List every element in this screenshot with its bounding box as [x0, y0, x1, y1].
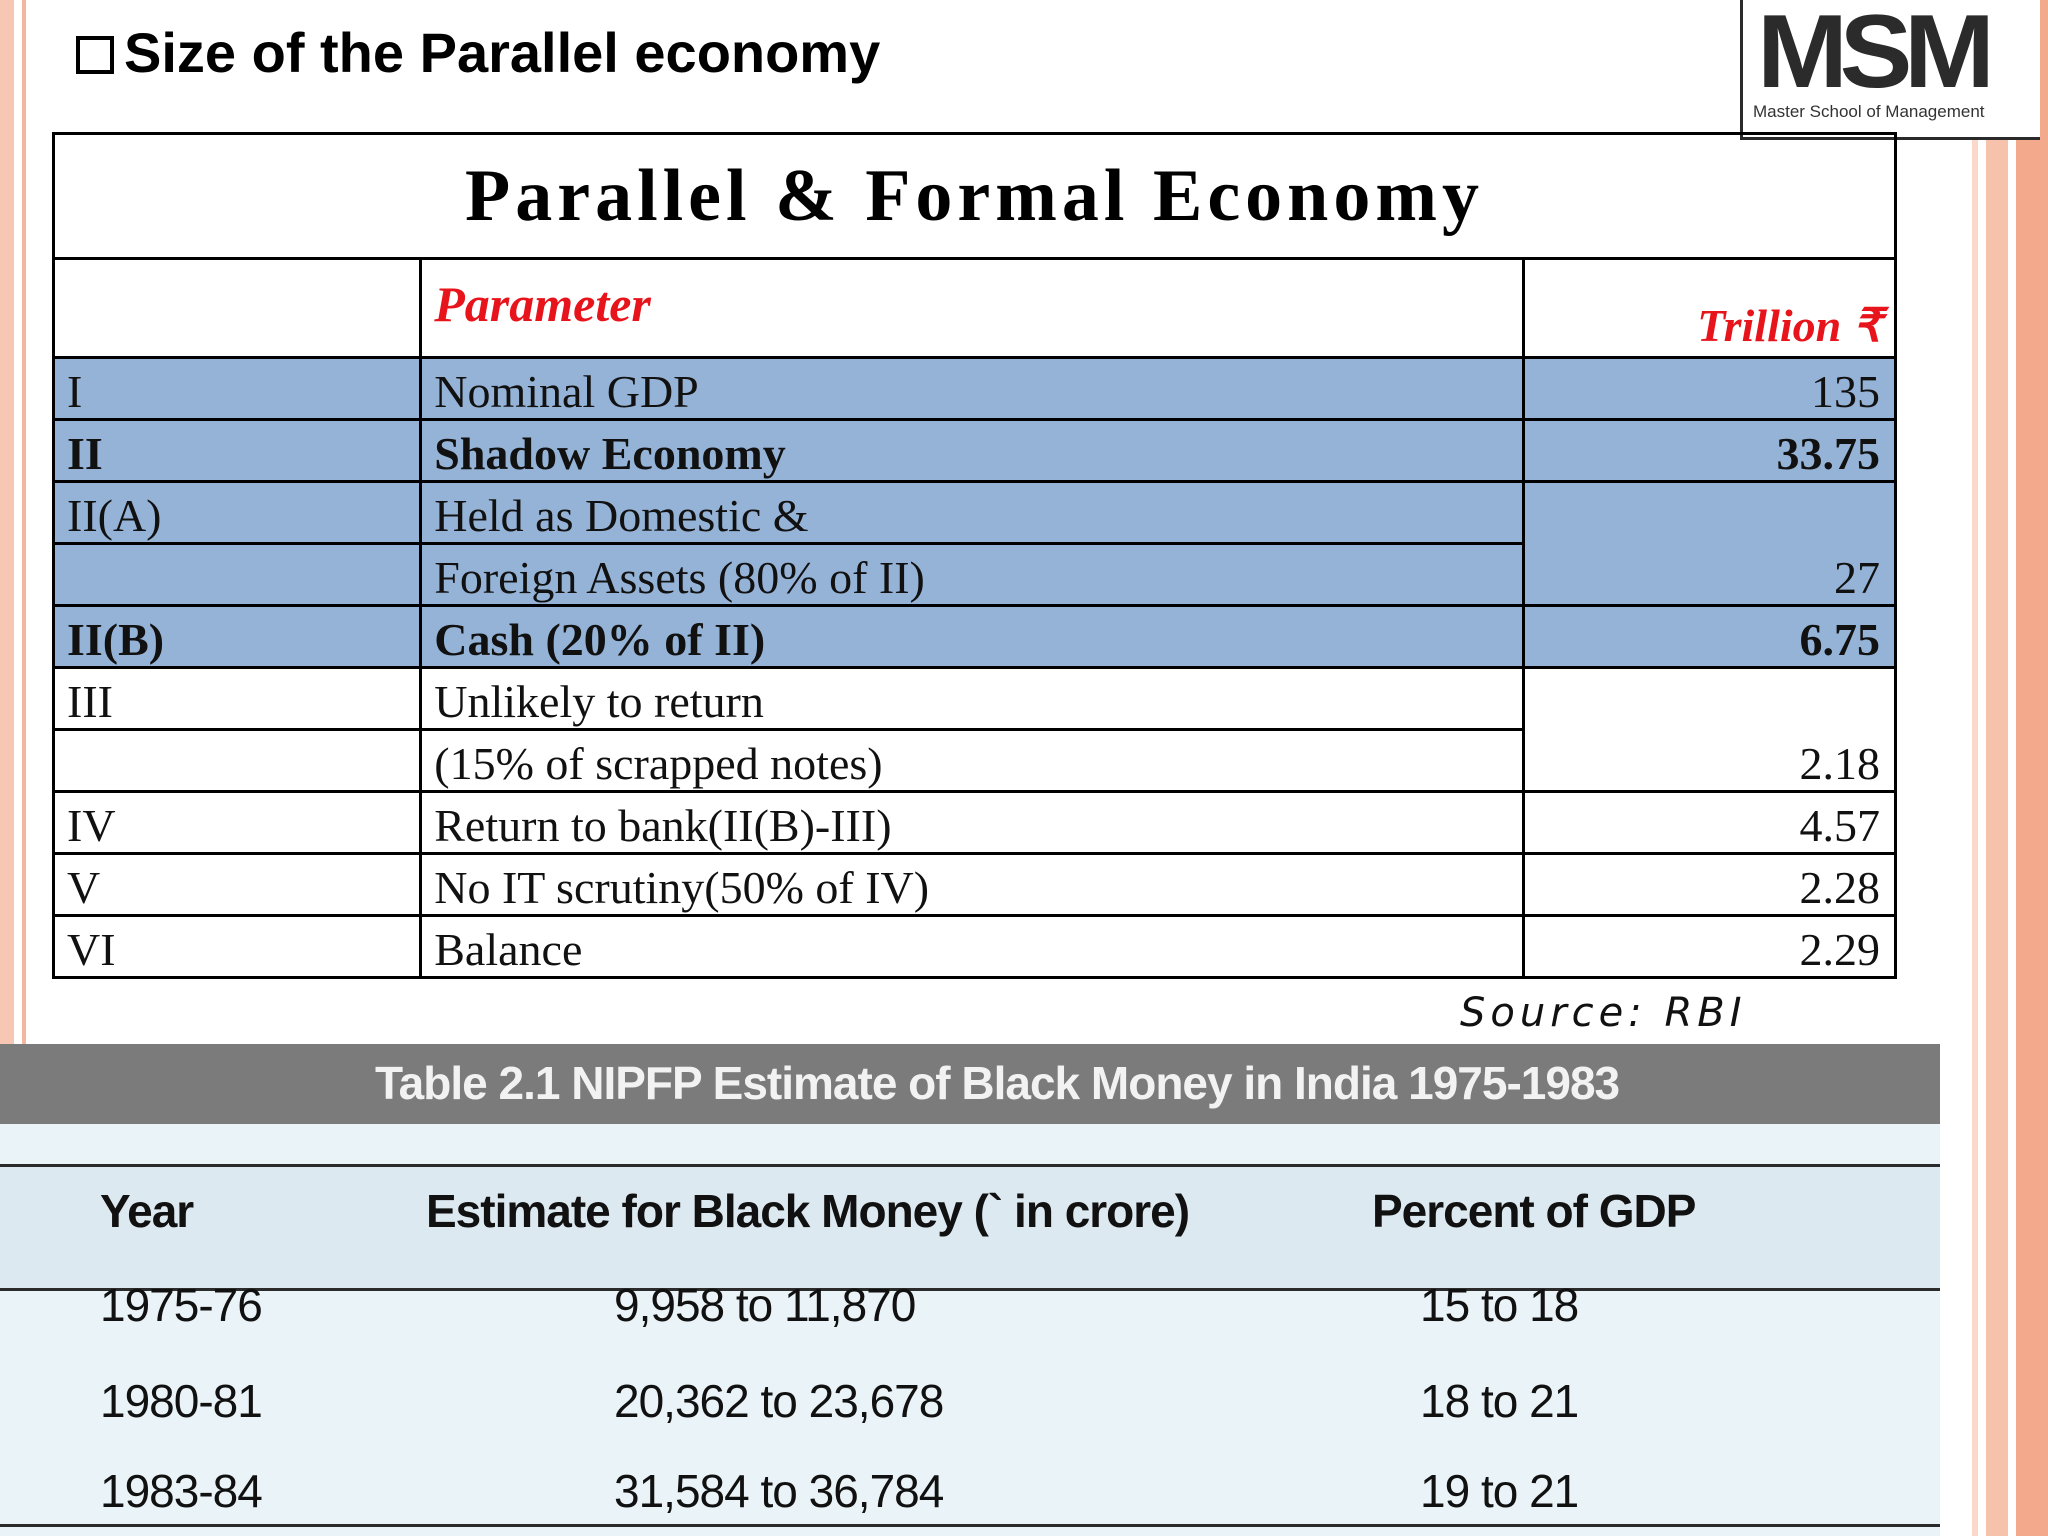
slide-title: Size of the Parallel economy	[76, 20, 880, 85]
row-estimate: 31,584 to 36,784	[614, 1465, 944, 1517]
logo-subtitle: Master School of Management	[1753, 102, 1985, 121]
table-row: VI Balance 2.29	[51, 914, 1897, 979]
row-value-empty	[1522, 480, 1897, 544]
right-decorative-stripe-light	[1972, 0, 1978, 1536]
row-value: 2.28	[1522, 852, 1897, 917]
row-parameter: Unlikely to return	[419, 666, 1526, 731]
right-decorative-stripe-dark	[2016, 0, 2048, 1536]
row-parameter: Return to bank(II(B)-III)	[419, 790, 1526, 855]
table-row-continued: (15% of scrapped notes) 2.18	[51, 728, 1897, 793]
row-value: 2.18	[1522, 729, 1897, 793]
row-value: 4.57	[1522, 790, 1897, 855]
row-value: 33.75	[1522, 418, 1897, 483]
table-row: III Unlikely to return	[51, 666, 1897, 731]
table-row: IV Return to bank(II(B)-III) 4.57	[51, 790, 1897, 855]
table-title: Table 2.1 NIPFP Estimate of Black Money …	[375, 1057, 1620, 1109]
row-percent: 19 to 21	[1420, 1465, 1579, 1517]
source-note: Source: RBI	[1460, 990, 1747, 1036]
row-estimate: 20,362 to 23,678	[614, 1375, 944, 1427]
left-decorative-stripe	[0, 0, 14, 1050]
row-id: II(A)	[51, 480, 423, 545]
row-parameter-continued: Foreign Assets (80% of II)	[419, 542, 1526, 607]
table-title-bar: Table 2.1 NIPFP Estimate of Black Money …	[0, 1044, 1940, 1124]
nipfp-black-money-table: Table 2.1 NIPFP Estimate of Black Money …	[0, 1044, 1940, 1536]
parallel-formal-economy-table: Parallel & Formal Economy Parameter Tril…	[51, 132, 1897, 982]
divider	[0, 1288, 1940, 1291]
unit-header: Trillion ₹	[1522, 257, 1897, 359]
row-year: 1980-81	[100, 1375, 263, 1427]
percent-header: Percent of GDP	[1372, 1185, 1696, 1237]
table-row-continued: Foreign Assets (80% of II) 27	[51, 542, 1897, 607]
table-row: II(B) Cash (20% of II) 6.75	[51, 604, 1897, 669]
row-id: II(B)	[51, 604, 423, 669]
row-parameter: Balance	[419, 914, 1526, 979]
divider	[0, 1164, 1940, 1167]
row-id: IV	[51, 790, 423, 855]
row-value-empty	[1522, 666, 1897, 730]
row-percent: 18 to 21	[1420, 1375, 1579, 1427]
row-id: III	[51, 666, 423, 731]
row-parameter: Held as Domestic &	[419, 480, 1526, 545]
row-id: II	[51, 418, 423, 483]
divider	[0, 1524, 1940, 1527]
logo-mark: MSM	[1757, 0, 1995, 110]
row-id-empty	[51, 728, 423, 793]
parameter-header: Parameter	[419, 257, 1526, 359]
checkbox-bullet-icon	[76, 35, 114, 74]
msm-logo: MSM Master School of Management	[1740, 0, 2040, 140]
row-parameter: Shadow Economy	[419, 418, 1526, 483]
table-row: II(A) Held as Domestic &	[51, 480, 1897, 545]
right-decorative-stripe	[1986, 0, 2008, 1536]
table-row: I Nominal GDP 135	[51, 356, 1897, 421]
row-id-empty	[51, 542, 423, 607]
header-empty-cell	[51, 257, 423, 359]
row-percent: 15 to 18	[1420, 1279, 1579, 1331]
row-parameter: Nominal GDP	[419, 356, 1526, 421]
row-value: 2.29	[1522, 914, 1897, 979]
slide-title-text: Size of the Parallel economy	[124, 21, 881, 84]
table-row: V No IT scrutiny(50% of IV) 2.28	[51, 852, 1897, 917]
row-value: 135	[1522, 356, 1897, 421]
row-parameter: No IT scrutiny(50% of IV)	[419, 852, 1526, 917]
row-parameter-continued: (15% of scrapped notes)	[419, 728, 1526, 793]
row-year: 1975-76	[100, 1279, 263, 1331]
row-estimate: 9,958 to 11,870	[614, 1279, 916, 1331]
row-id: V	[51, 852, 423, 917]
table-row: II Shadow Economy 33.75	[51, 418, 1897, 483]
left-decorative-stripe-thin	[22, 0, 26, 1050]
row-value: 27	[1522, 543, 1897, 607]
row-id: I	[51, 356, 423, 421]
row-year: 1983-84	[100, 1465, 263, 1517]
header-band	[0, 1167, 1940, 1291]
table-title: Parallel & Formal Economy	[52, 132, 1897, 260]
row-value: 6.75	[1522, 604, 1897, 669]
row-parameter: Cash (20% of II)	[419, 604, 1526, 669]
year-header: Year	[100, 1185, 194, 1237]
estimate-header: Estimate for Black Money (` in crore)	[426, 1185, 1190, 1237]
row-id: VI	[51, 914, 423, 979]
